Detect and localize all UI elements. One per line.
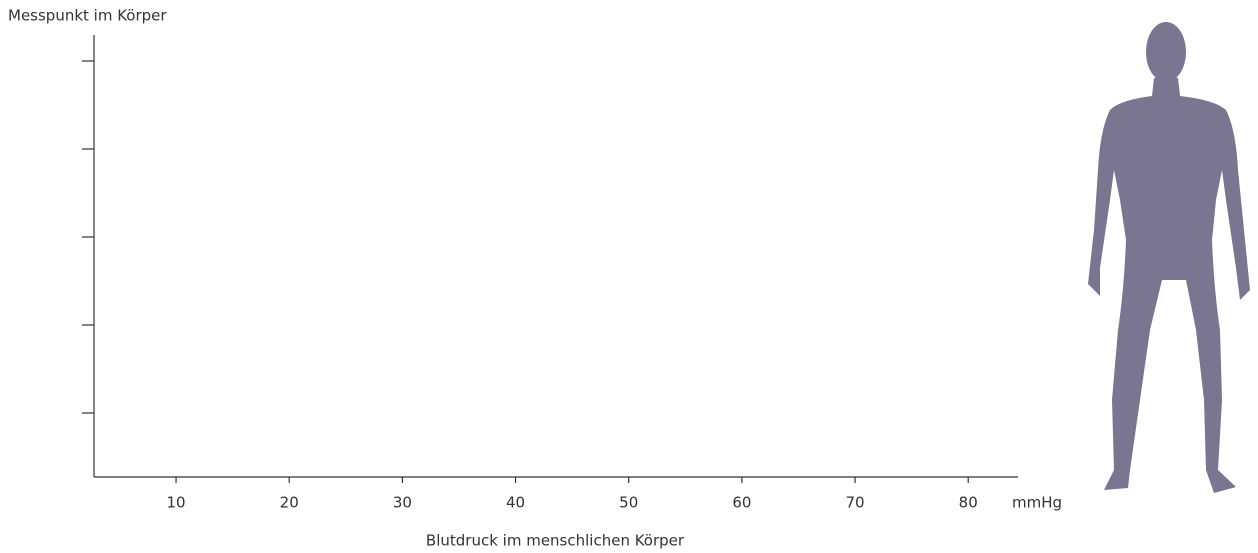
- x-tick-label: 60: [732, 494, 751, 512]
- x-axis-label: Blutdruck im menschlichen Körper: [426, 532, 685, 550]
- x-tick-label: 80: [959, 494, 978, 512]
- x-tick-label: 30: [393, 494, 412, 512]
- x-tick-label: 70: [845, 494, 864, 512]
- human-silhouette: [1088, 22, 1250, 493]
- x-tick-label: 40: [506, 494, 525, 512]
- x-tick-label: 50: [619, 494, 638, 512]
- chart: Messpunkt im Körper Blutdruck im menschl…: [0, 0, 1258, 553]
- x-tick-label: 20: [280, 494, 299, 512]
- y-axis-label: Messpunkt im Körper: [8, 7, 167, 25]
- x-unit: mmHg: [1012, 494, 1062, 512]
- x-tick-label: 10: [166, 494, 185, 512]
